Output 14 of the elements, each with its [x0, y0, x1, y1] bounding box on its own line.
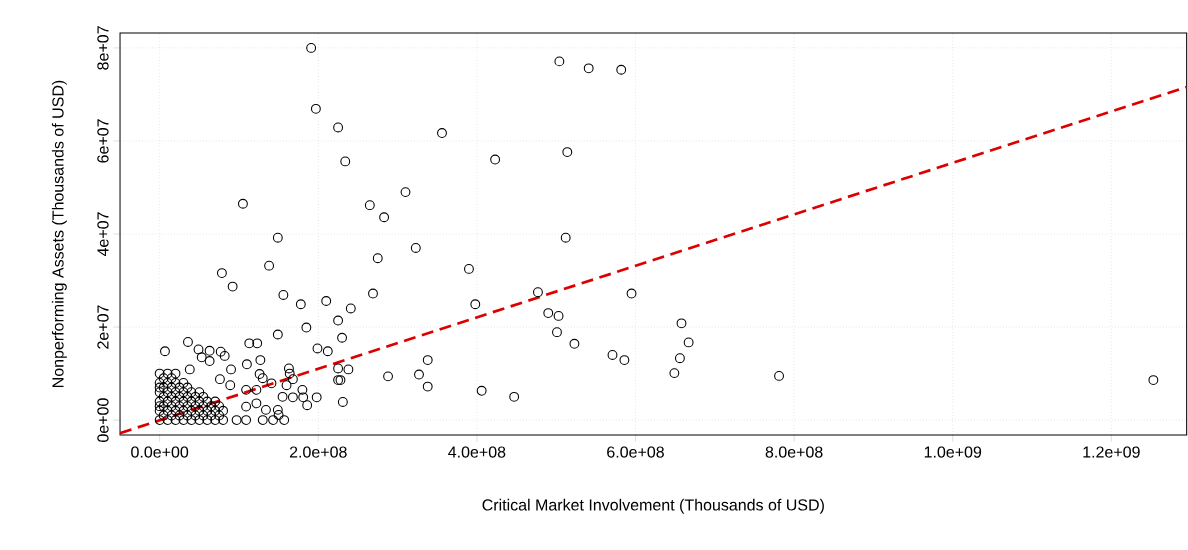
- y-tick-label: 8e+07: [97, 26, 109, 70]
- y-tick-label: 2e+07: [97, 305, 109, 349]
- x-tick-label: 1.0e+09: [924, 446, 982, 458]
- y-tick-label: 0e+00: [97, 398, 109, 442]
- x-tick-label: 1.2e+09: [1083, 446, 1140, 458]
- x-tick-label: 6.0e+08: [607, 446, 664, 458]
- x-tick-label: 8.0e+08: [765, 446, 823, 458]
- y-tick-label: 4e+07: [97, 212, 109, 257]
- x-tick-label: 0.0e+00: [131, 446, 189, 458]
- x-tick-label: 4.0e+08: [448, 446, 506, 458]
- x-tick-label: 2.0e+08: [289, 446, 347, 458]
- x-axis-title: Critical Market Involvement (Thousands of USD): [482, 498, 824, 514]
- y-axis-title: Nonperforming Assets (Thousands of USD): [51, 80, 67, 387]
- y-tick-label: 6e+07: [97, 119, 109, 163]
